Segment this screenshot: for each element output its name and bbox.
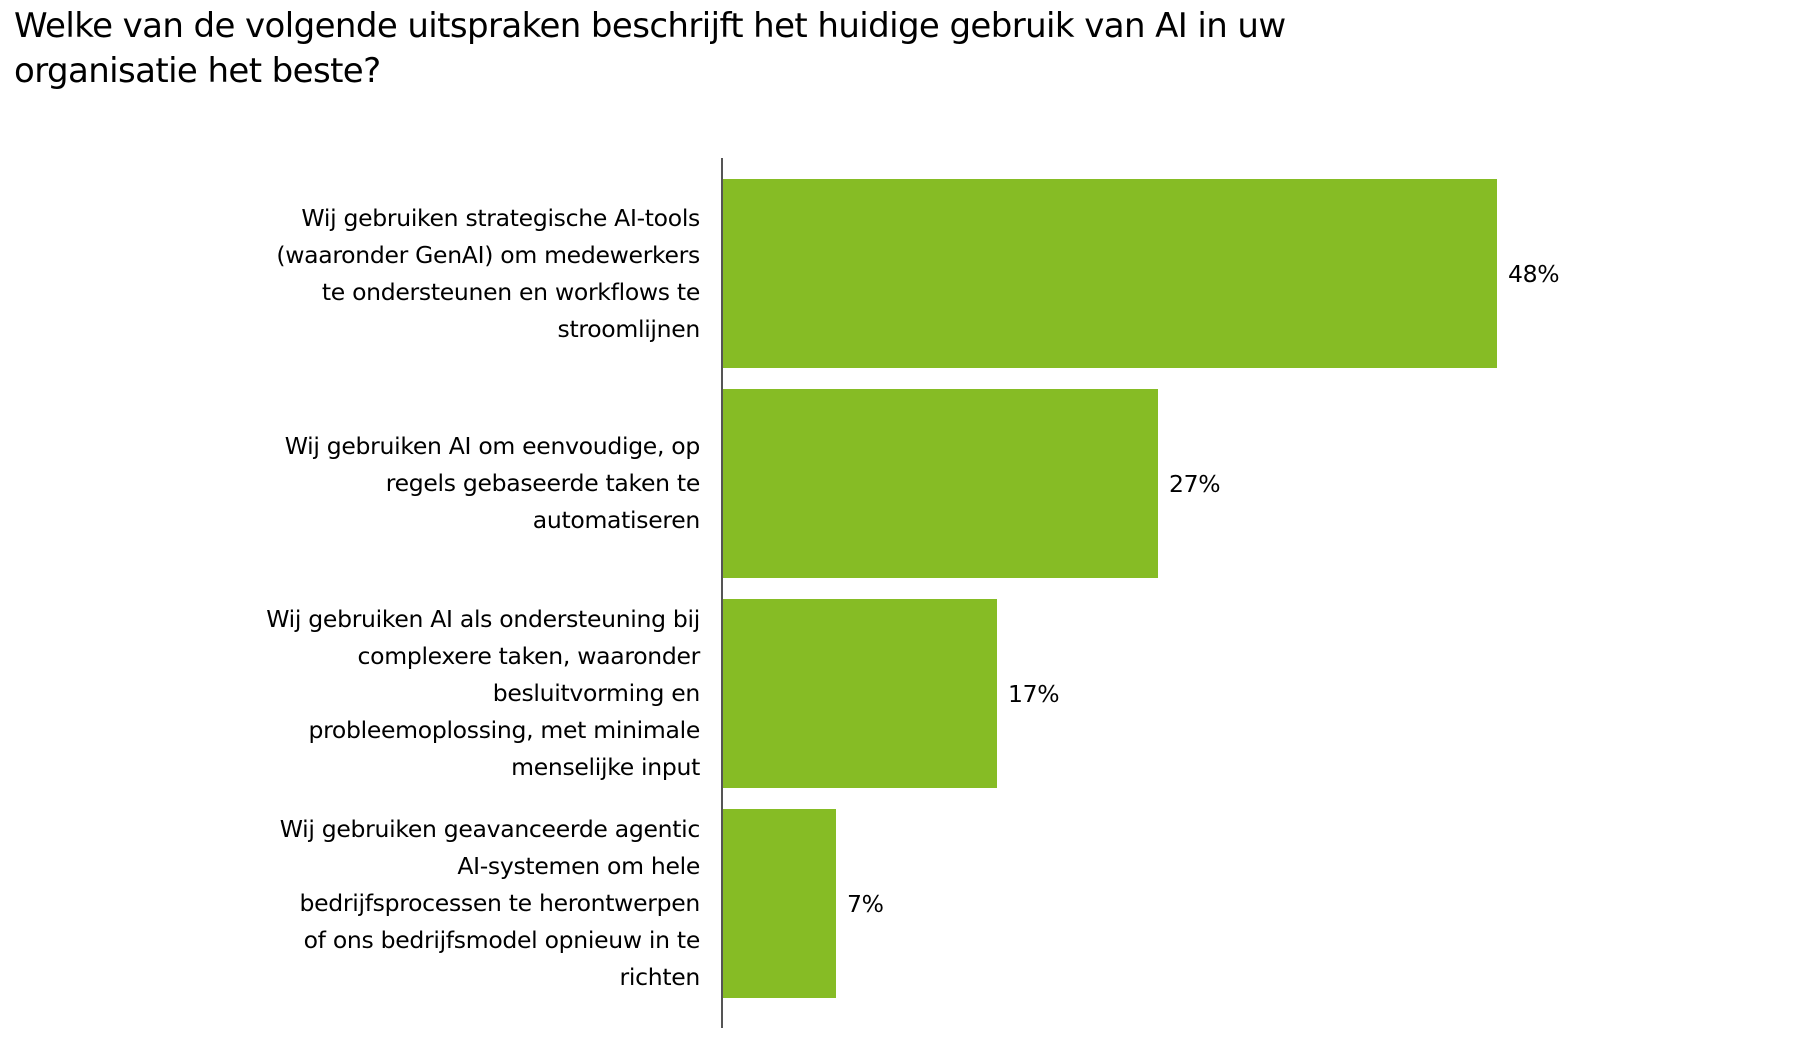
bar-agentic-ai-systems bbox=[723, 809, 836, 998]
category-label: Wij gebruiken AI als ondersteuning bij c… bbox=[180, 599, 700, 788]
category-label-line: menselijke input bbox=[511, 753, 700, 781]
category-label-line: stroomlijnen bbox=[557, 314, 701, 343]
category-label-line: richten bbox=[619, 963, 701, 991]
category-label-line: of ons bedrijfsmodel opnieuw in te bbox=[303, 926, 701, 954]
category-label: Wij gebruiken geavanceerde agentic AI-sy… bbox=[180, 809, 701, 998]
category-label-line: probleemoplossing, met minimale bbox=[308, 716, 700, 744]
value-label: 48% bbox=[1508, 260, 1560, 288]
category-label-line: Wij gebruiken AI als ondersteuning bij bbox=[266, 605, 700, 633]
category-label-line: bedrijfsprocessen te herontwerpen bbox=[299, 889, 701, 917]
y-axis-line bbox=[721, 158, 723, 1028]
category-label-line: Wij gebruiken AI om eenvoudige, op bbox=[284, 432, 701, 460]
category-label-line: (waaronder GenAI) om medewerkers bbox=[276, 240, 700, 269]
chart-title: Welke van de volgende uitspraken beschri… bbox=[14, 6, 1286, 91]
category-label-line: complexere taken, waaronder bbox=[357, 642, 701, 670]
bar-strategic-ai-tools bbox=[723, 179, 1497, 368]
value-label: 17% bbox=[1008, 680, 1060, 708]
category-label-line: Wij gebruiken geavanceerde agentic bbox=[279, 815, 701, 843]
category-label-line: besluitvorming en bbox=[492, 679, 701, 707]
category-label-line: te ondersteunen en workflows te bbox=[321, 277, 700, 306]
value-label: 7% bbox=[847, 890, 884, 918]
value-label: 27% bbox=[1169, 470, 1221, 498]
category-label: Wij gebruiken AI om eenvoudige, op regel… bbox=[180, 389, 701, 578]
category-label-line: AI-systemen om hele bbox=[457, 852, 700, 880]
bar-complex-task-support bbox=[723, 599, 997, 788]
category-label-line: Wij gebruiken strategische AI-tools bbox=[301, 203, 700, 232]
category-label-line: automatiseren bbox=[532, 506, 701, 534]
category-label-line: regels gebaseerde taken te bbox=[385, 469, 701, 497]
bar-rule-based-automation bbox=[723, 389, 1158, 578]
category-label: Wij gebruiken strategische AI-tools (waa… bbox=[180, 179, 700, 368]
